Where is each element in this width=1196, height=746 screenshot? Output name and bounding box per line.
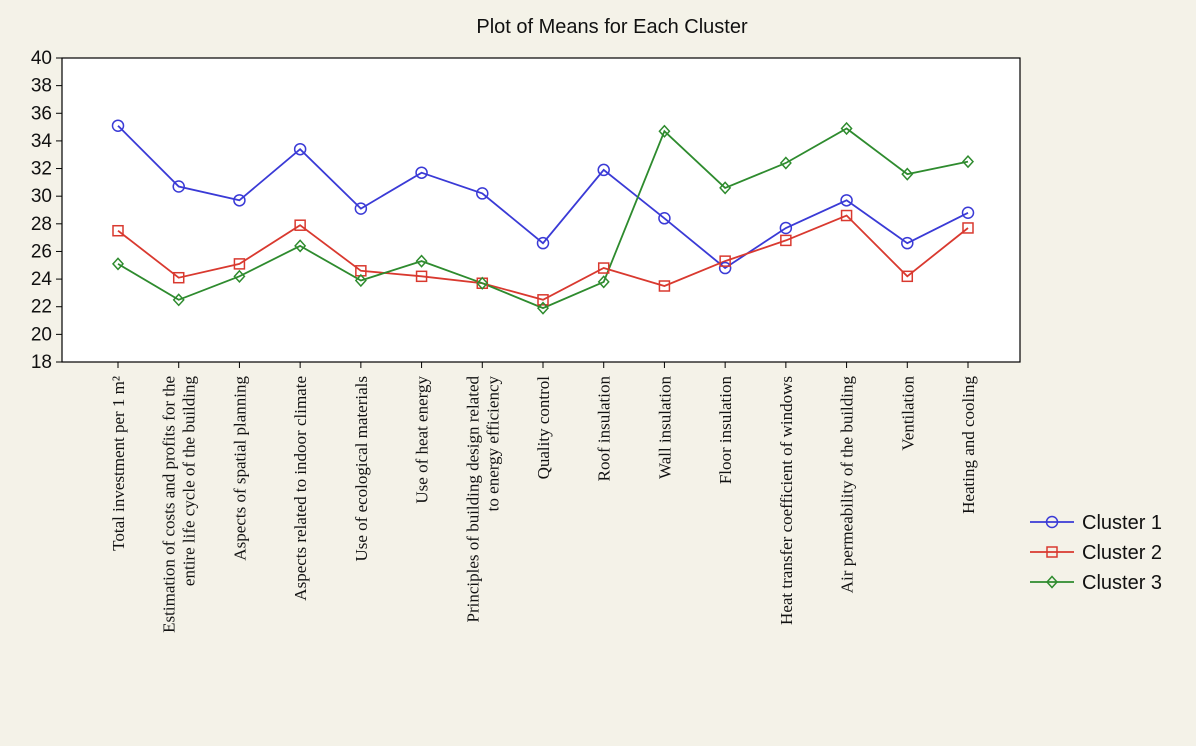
y-tick-label: 26 <box>31 241 52 262</box>
data-point <box>233 194 246 207</box>
legend: Cluster 1 Cluster 2 Cluster 3 <box>1030 512 1162 594</box>
legend-label: Cluster 2 <box>1082 542 1162 564</box>
data-point <box>354 273 367 288</box>
y-tick-label: 38 <box>31 76 52 97</box>
data-point <box>901 236 914 250</box>
data-point <box>1045 575 1059 589</box>
data-point <box>597 275 610 289</box>
data-point <box>172 180 185 193</box>
data-point <box>961 155 975 169</box>
x-tick-label: Estimation of costs and profits for the <box>160 376 179 633</box>
data-point <box>840 194 853 207</box>
data-point <box>415 166 428 179</box>
y-tick-label: 22 <box>31 297 52 318</box>
data-point <box>901 167 914 181</box>
series-line <box>117 214 969 301</box>
y-tick-label: 32 <box>31 159 52 180</box>
x-tick-label: Use of heat energy <box>413 376 432 504</box>
chart-title: Plot of Means for Each Cluster <box>476 16 748 38</box>
data-point <box>961 206 975 220</box>
data-point <box>840 209 853 222</box>
data-point <box>1045 515 1059 529</box>
legend-label: Cluster 3 <box>1082 572 1162 594</box>
y-tick-label: 20 <box>31 324 52 345</box>
y-tick-label: 18 <box>31 352 52 373</box>
x-tick-label: to energy efficiency <box>483 376 502 512</box>
x-tick-label: entire life cycle of the building <box>180 376 199 587</box>
series-line <box>117 127 969 310</box>
data-point <box>294 219 306 231</box>
data-point <box>172 293 185 307</box>
data-point <box>1046 546 1058 558</box>
data-point <box>597 163 610 177</box>
data-point <box>536 236 550 250</box>
data-point <box>779 156 792 170</box>
x-tick-label: Aspects related to indoor climate <box>291 376 310 601</box>
x-tick-label: Use of ecological materials <box>352 376 371 562</box>
data-point <box>719 181 732 195</box>
y-tick-label: 34 <box>31 131 53 152</box>
data-point <box>111 119 125 132</box>
data-point <box>719 255 731 267</box>
data-point <box>476 187 489 200</box>
data-point <box>718 261 732 275</box>
x-tick-label: Quality control <box>534 376 553 480</box>
data-point <box>780 234 792 247</box>
data-point <box>901 270 914 283</box>
x-tick-label: Heating and cooling <box>959 376 978 514</box>
data-point <box>233 258 246 270</box>
data-point <box>111 257 125 271</box>
x-tick-label: Ventilation <box>898 376 917 451</box>
data-point <box>172 271 185 284</box>
x-tick-label: Heat transfer coefficient of windows <box>777 376 796 625</box>
data-point <box>597 262 610 274</box>
y-tick-label: 36 <box>31 103 52 124</box>
x-axis: Total investment per 1 m² Estimation of c… <box>109 362 978 633</box>
data-point <box>537 294 549 306</box>
x-tick-label: Aspects of spatial planning <box>230 376 249 561</box>
series-line <box>117 125 969 270</box>
data-point <box>658 124 671 138</box>
data-point <box>294 239 307 253</box>
data-point <box>415 270 428 283</box>
legend-label: Cluster 1 <box>1082 512 1162 534</box>
data-point <box>476 276 489 290</box>
data-point <box>658 212 671 225</box>
x-tick-label: Air permeability of the building <box>838 376 857 594</box>
plot-area <box>61 57 1021 363</box>
x-tick-label: Roof insulation <box>595 376 614 482</box>
data-point <box>962 222 974 234</box>
y-tick-label: 40 <box>31 48 52 69</box>
x-tick-label: Wall insulation <box>655 376 674 479</box>
data-point <box>415 254 428 268</box>
data-point <box>840 121 853 136</box>
data-point <box>658 280 671 292</box>
series-layer <box>111 119 975 315</box>
y-tick-label: 30 <box>31 186 52 207</box>
data-point <box>536 301 550 315</box>
x-tick-label: Total investment per 1 m² <box>109 376 128 551</box>
x-tick-label: Principles of building design related <box>463 376 482 623</box>
y-tick-label: 24 <box>31 269 53 290</box>
y-axis: 18 20 22 24 26 28 30 32 34 36 38 40 <box>31 48 62 373</box>
data-point <box>779 221 793 235</box>
data-point <box>233 269 246 283</box>
data-point <box>112 224 124 237</box>
data-point <box>354 202 368 215</box>
x-tick-label: Floor insulation <box>716 376 735 485</box>
data-point <box>293 142 307 156</box>
y-tick-label: 28 <box>31 214 52 235</box>
